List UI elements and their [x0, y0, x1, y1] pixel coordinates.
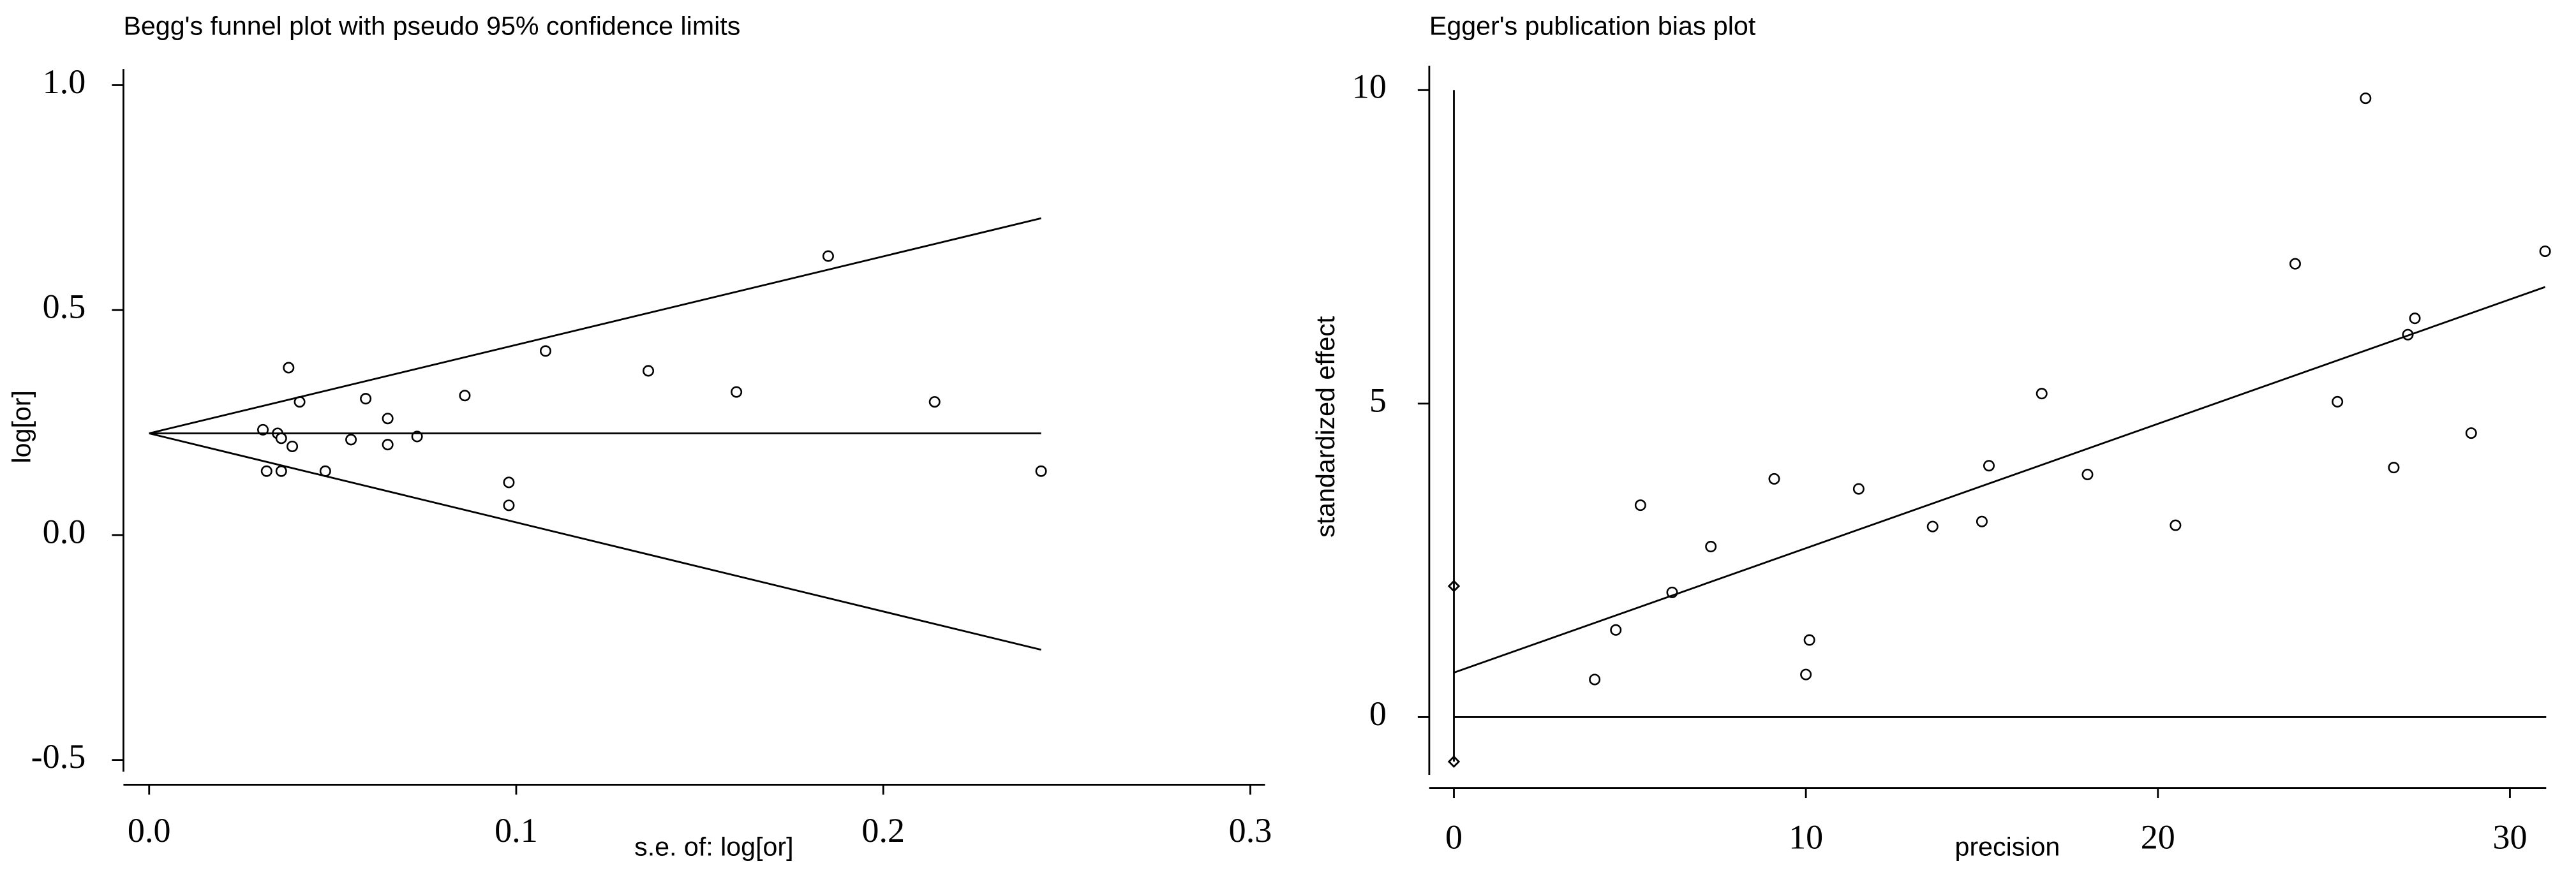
y-tick-label: 5: [1369, 381, 1387, 419]
chart-title: Egger's publication bias plot: [1429, 11, 1756, 41]
x-axis-label: precision: [1955, 832, 2060, 862]
point: [928, 396, 941, 408]
point: [382, 413, 394, 425]
x-tick-label: 0.3: [1229, 811, 1272, 849]
point: [1926, 520, 1939, 533]
fit-line: [149, 217, 1041, 434]
y-axis-label: log[or]: [6, 390, 36, 463]
point: [731, 386, 743, 398]
point: [1768, 473, 1780, 485]
x-tick-label: 30: [2492, 818, 2527, 856]
x-tick-label: 0: [1445, 818, 1463, 856]
x-tick-label: 10: [1789, 818, 1823, 856]
x-tick-label: 0.1: [495, 811, 538, 849]
y-tick-label: 10: [1352, 68, 1387, 106]
point: [2360, 92, 2372, 105]
point: [1035, 465, 1047, 477]
point: [503, 476, 515, 489]
point: [2081, 468, 2094, 480]
point: [360, 393, 372, 405]
point: [1803, 634, 1815, 646]
point: [2170, 519, 2182, 531]
y-tick-label: 0.5: [43, 288, 86, 326]
point: [2465, 427, 2477, 439]
y-tick-label: -0.5: [31, 737, 86, 776]
point: [345, 434, 357, 446]
point: [539, 345, 551, 357]
point: [503, 499, 515, 511]
point: [459, 390, 471, 402]
point: [1983, 460, 1995, 472]
point: [822, 250, 834, 262]
point: [257, 423, 269, 436]
point: [2289, 258, 2301, 270]
point: [2332, 395, 2344, 408]
point: [275, 432, 287, 445]
point: [1976, 515, 1988, 527]
point: [1852, 483, 1865, 495]
x-tick-label: 0.0: [128, 811, 171, 849]
x-tick-label: 0.2: [861, 811, 905, 849]
point: [260, 465, 272, 477]
x-axis-label: s.e. of: log[or]: [634, 832, 793, 862]
fit-line: [149, 432, 1041, 651]
point: [2388, 462, 2400, 474]
y-tick-label: 0.0: [43, 512, 86, 550]
point: [275, 465, 287, 477]
point: [1589, 673, 1601, 686]
point: [283, 362, 295, 374]
point: [643, 365, 655, 377]
chart-title: Begg's funnel plot with pseudo 95% confi…: [123, 11, 740, 41]
point: [2409, 312, 2421, 325]
fit-line: [1454, 286, 2546, 674]
point: [1800, 668, 1812, 680]
point: [1705, 541, 1717, 553]
y-tick-label: 0: [1369, 695, 1387, 733]
x-tick-label: 20: [2141, 818, 2175, 856]
point: [287, 440, 299, 452]
point: [382, 439, 394, 451]
point: [2036, 388, 2048, 400]
point: [1634, 499, 1646, 511]
y-tick-label: 1.0: [43, 62, 86, 101]
point: [2539, 245, 2551, 257]
diamond-marker: [1447, 755, 1461, 768]
point: [1610, 624, 1622, 636]
y-axis-label: standardized effect: [1311, 316, 1340, 538]
diamond-marker: [1447, 580, 1461, 592]
